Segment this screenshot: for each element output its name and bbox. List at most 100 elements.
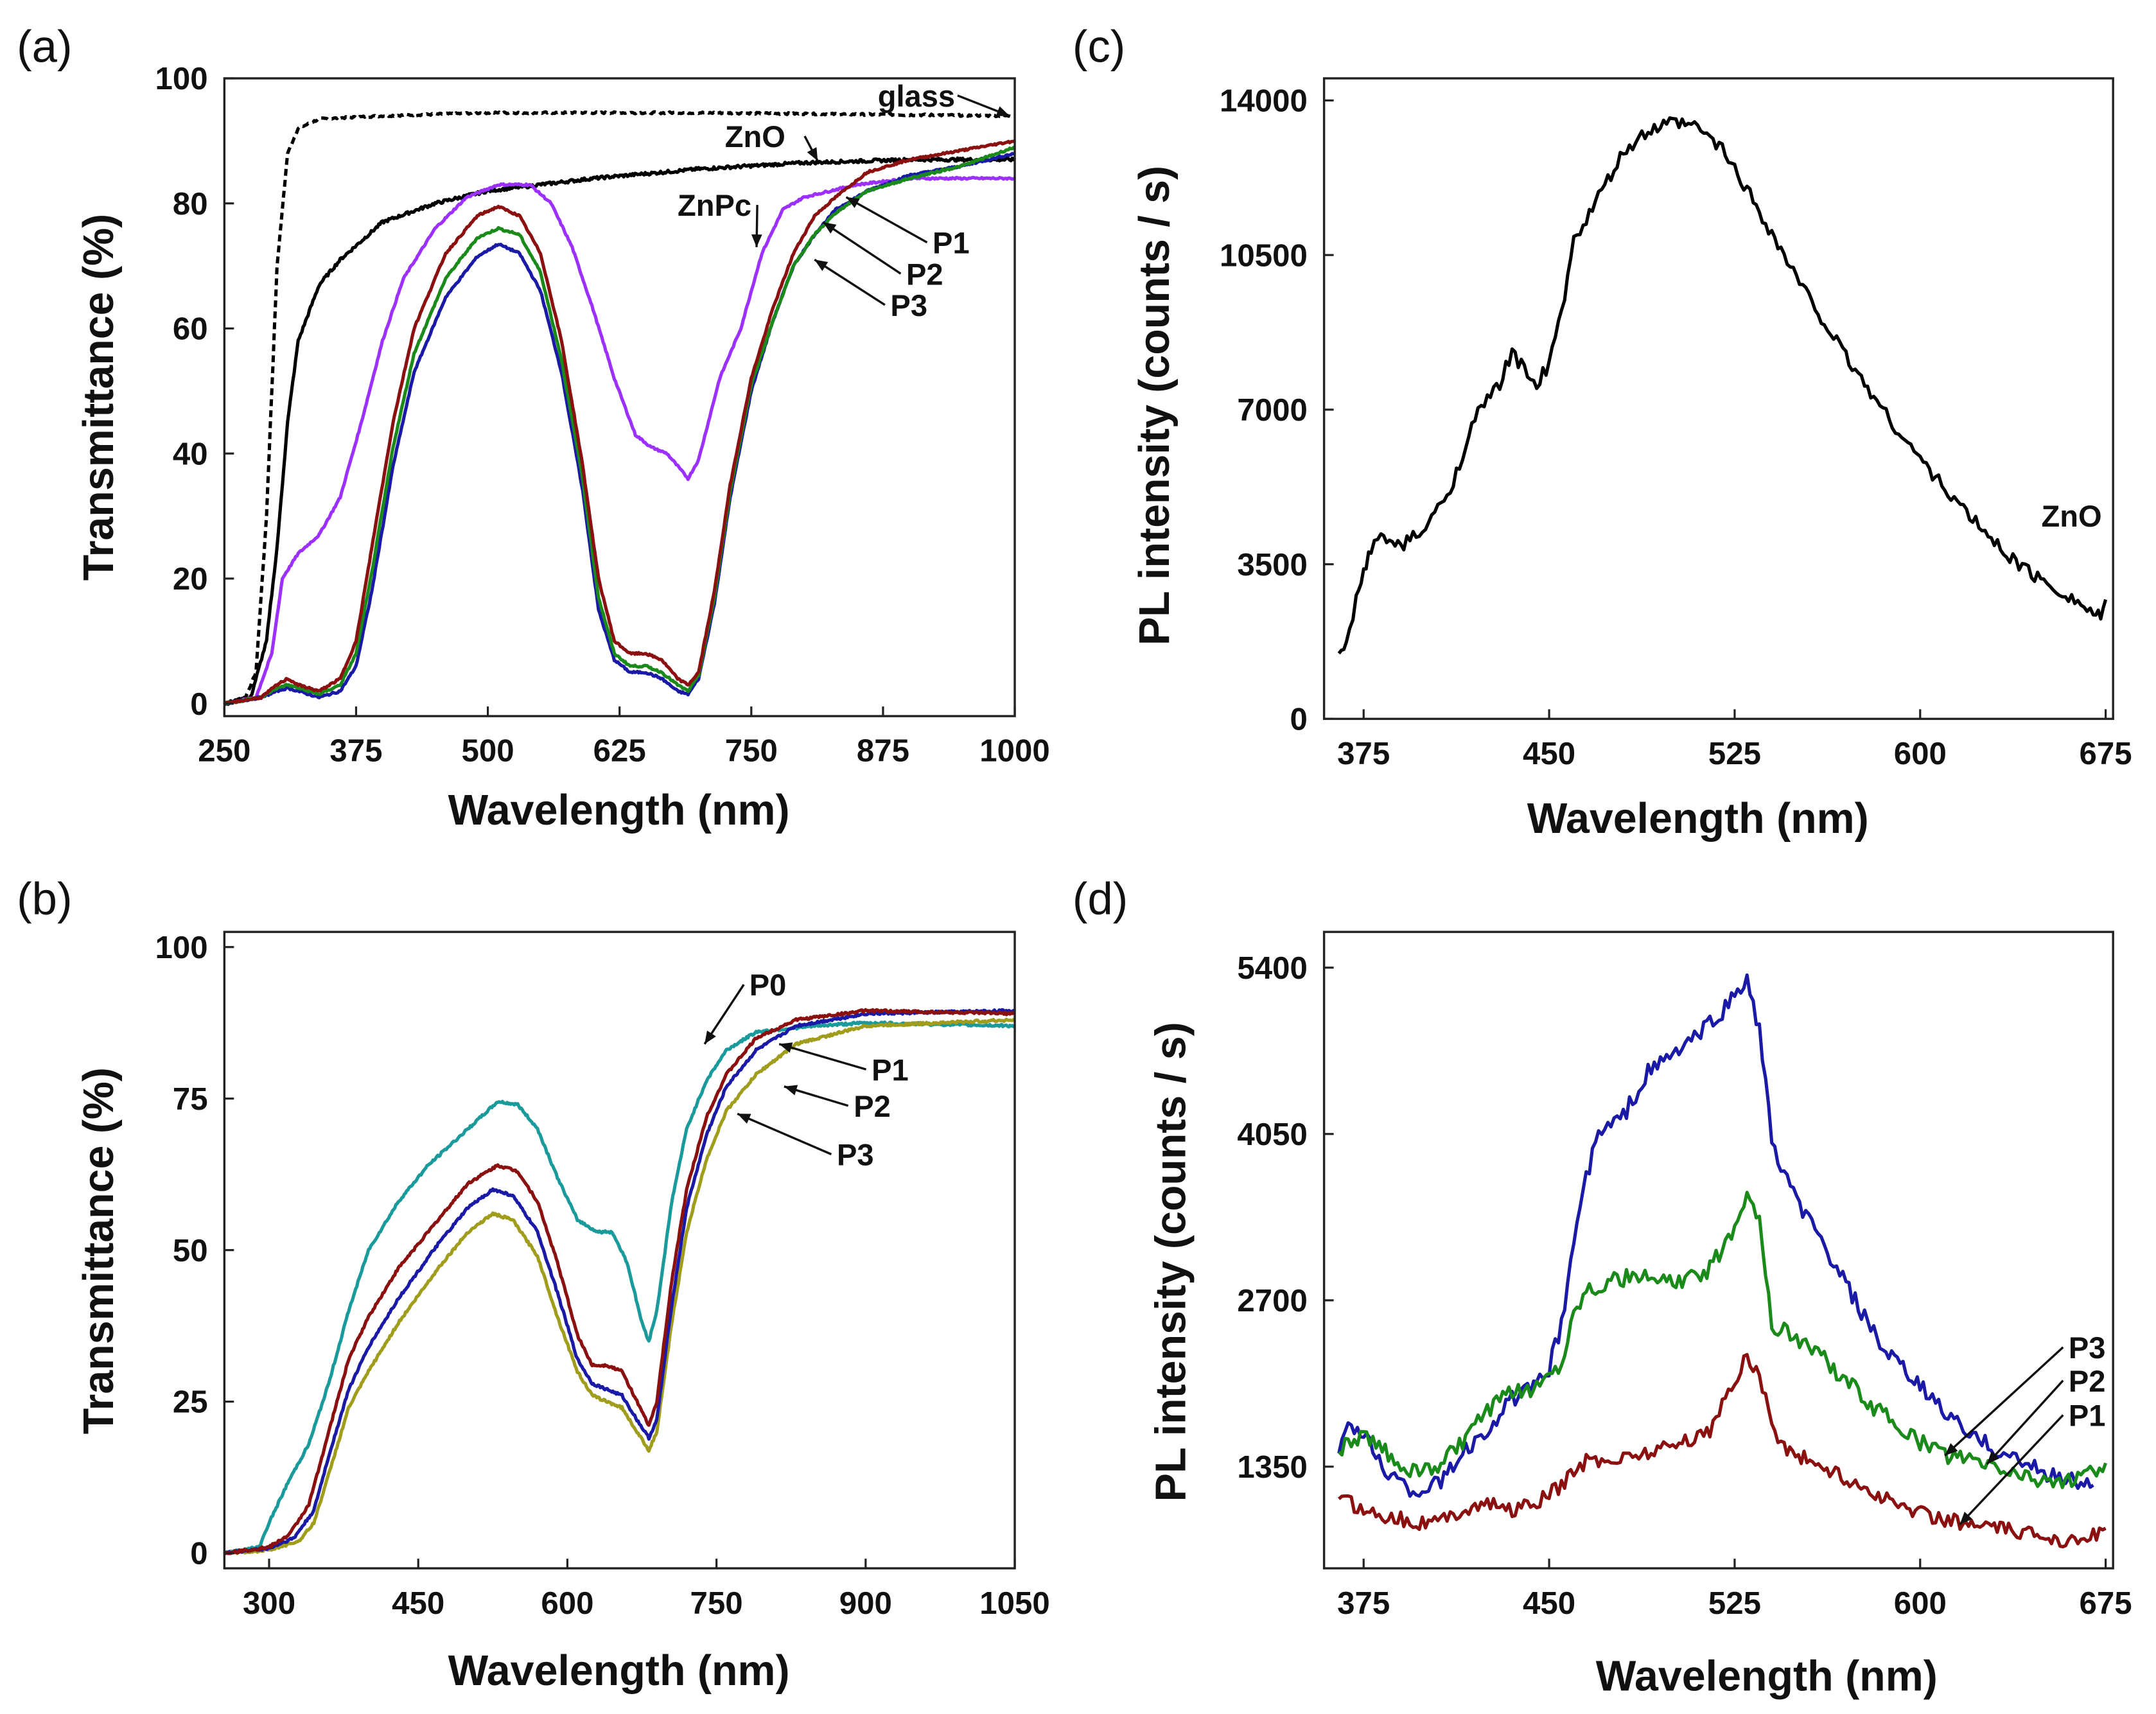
arrow-head-icon: [807, 147, 818, 161]
series-line-znpc: [223, 175, 1015, 706]
y-tick-label: 0: [1290, 702, 1308, 737]
series-line-p0: [223, 1020, 1016, 1555]
x-tick-label: 600: [1894, 1586, 1947, 1621]
series-line-p1: [223, 1008, 1016, 1555]
x-tick-label: 375: [1337, 1586, 1390, 1621]
arrow-head-icon: [751, 234, 762, 247]
y-tick-label: 40: [173, 436, 208, 471]
y-tick-label: 0: [190, 686, 207, 722]
x-tick-label: 450: [392, 1586, 444, 1621]
y-tick-label: 4050: [1237, 1117, 1308, 1152]
arrow-head-icon: [737, 1114, 751, 1124]
series-annotation-label: P3: [2069, 1331, 2106, 1365]
x-tick-label: 250: [198, 733, 250, 769]
arrow-head-icon: [779, 1042, 793, 1053]
arrow-head-icon: [814, 259, 828, 272]
series-annotation-label: P3: [837, 1138, 874, 1172]
panel-a-transmittance-chart: (a) 250 375 500 625 750 875 1000 0 20 40 60 80 100 Wav…: [17, 21, 1050, 834]
annotation-arrow-line: [822, 221, 902, 275]
annotation-arrow-line: [1944, 1346, 2064, 1456]
series-annotation-label: ZnPc: [678, 188, 751, 222]
y-axis-label: Transmittance (%): [75, 214, 123, 581]
x-tick-label: 375: [1337, 736, 1390, 771]
series-annotation-label: P1: [872, 1053, 909, 1087]
x-tick-label: 500: [462, 733, 514, 769]
x-tick-label: 300: [243, 1586, 295, 1621]
y-tick-label: 100: [155, 930, 208, 965]
x-tick-label: 525: [1708, 736, 1761, 771]
x-tick-label: 450: [1523, 1586, 1575, 1621]
y-tick-label: 5400: [1237, 950, 1308, 986]
series-line-glass: [223, 110, 1016, 706]
x-tick-label: 875: [857, 733, 909, 769]
arrow-head-icon: [1945, 1443, 1958, 1456]
series-line-zno: [223, 156, 1015, 706]
series-annotation-label: glass: [878, 79, 955, 113]
annotation-arrow-line: [814, 258, 886, 306]
arrow-head-icon: [823, 222, 837, 234]
y-tick-label: 14000: [1220, 83, 1308, 119]
y-tick-label: 25: [173, 1385, 208, 1420]
panel-label: (d): [1073, 873, 1128, 923]
series-line-p2: [1337, 1191, 2108, 1489]
x-tick-label: 600: [1894, 736, 1947, 771]
plot-frame: [1322, 77, 2114, 721]
x-tick-label: 625: [593, 733, 646, 769]
y-tick-label: 20: [173, 561, 208, 597]
panel-label: (a): [17, 21, 72, 71]
x-tick-label: 600: [541, 1586, 593, 1621]
y-tick-label: 3500: [1237, 547, 1308, 582]
x-tick-label: 750: [690, 1586, 743, 1621]
arrow-head-icon: [1959, 1511, 1972, 1525]
annotation-arrow-line: [737, 1112, 832, 1155]
plot-frame: [1322, 931, 2114, 1570]
series-line-p2: [223, 145, 1015, 706]
series-annotation-label: P2: [854, 1089, 891, 1123]
series-line-p3: [223, 152, 1015, 706]
arrow-head-icon: [705, 1030, 716, 1044]
y-axis-label: PL intensity (counts / s): [1147, 1022, 1195, 1501]
x-tick-label: 675: [2080, 736, 2132, 771]
series-annotation-label: P1: [2069, 1399, 2106, 1433]
annotation-arrow-line: [845, 196, 928, 243]
series-annotation-label: P0: [749, 968, 787, 1002]
y-tick-label: 80: [173, 186, 208, 222]
x-tick-label: 675: [2080, 1586, 2132, 1621]
x-tick-label: 900: [839, 1586, 892, 1621]
y-tick-label: 7000: [1237, 392, 1308, 428]
annotation-arrow-line: [1959, 1414, 2064, 1526]
x-tick-label: 525: [1708, 1586, 1761, 1621]
y-tick-label: 75: [173, 1081, 208, 1117]
panel-d-pl-samples-chart: (d) 375 450 525 600 675 1350 2700 4050 5400 Wavele…: [1073, 873, 2132, 1700]
y-tick-label: 60: [173, 311, 208, 347]
arrow-head-icon: [995, 106, 1010, 116]
arrow-head-icon: [846, 197, 860, 208]
y-tick-label: 50: [173, 1233, 208, 1268]
series-line-p1: [1338, 1352, 2107, 1549]
arrow-head-icon: [784, 1085, 798, 1096]
x-tick-label: 450: [1523, 736, 1575, 771]
x-axis-label: Wavelength (nm): [1527, 795, 1869, 843]
panel-label: (b): [17, 873, 72, 923]
series-annotation-label: ZnO: [725, 119, 785, 153]
x-tick-label: 1050: [979, 1586, 1049, 1621]
y-tick-label: 1350: [1237, 1449, 1308, 1485]
x-tick-label: 375: [329, 733, 382, 769]
series-line-p3: [223, 1017, 1015, 1555]
y-axis-label: PL intensity (counts / s): [1131, 166, 1179, 645]
panel-label: (c): [1073, 21, 1125, 71]
series-annotation-label: ZnO: [2041, 499, 2101, 533]
panel-c-pl-zno-chart: (c) 375 450 525 600 675 0 3500 7000 10500 14000 Wav…: [1073, 21, 2132, 843]
series-annotation-label: P2: [2069, 1364, 2106, 1398]
arrow-head-icon: [1986, 1451, 2000, 1464]
y-tick-label: 2700: [1237, 1283, 1308, 1318]
annotation-arrow-line: [778, 1043, 867, 1071]
series-annotation-label: P1: [933, 226, 970, 260]
x-tick-label: 750: [725, 733, 778, 769]
y-axis-label: Transmittance (%): [75, 1067, 123, 1434]
series-line-zno: [1337, 116, 2108, 655]
x-tick-label: 1000: [979, 733, 1049, 769]
y-tick-label: 100: [155, 61, 208, 96]
series-annotation-label: P2: [906, 257, 943, 291]
